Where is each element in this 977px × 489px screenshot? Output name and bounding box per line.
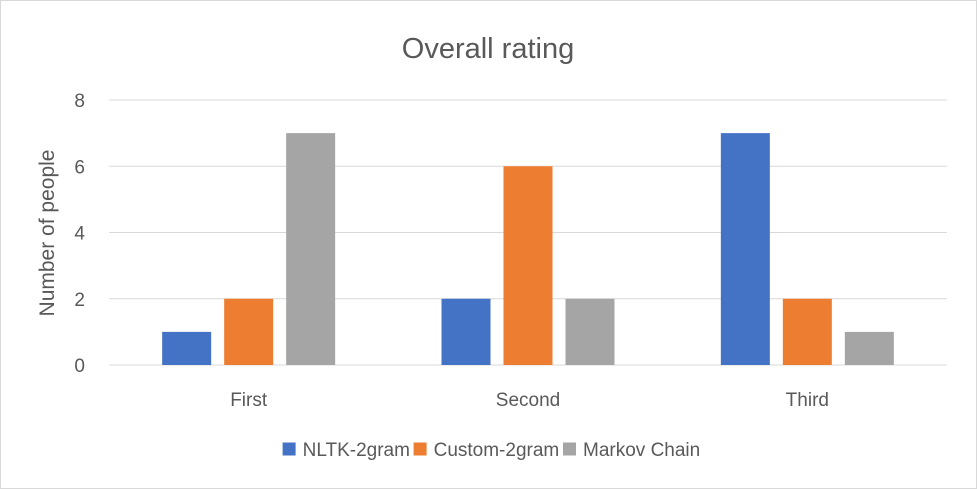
chart-title: Overall rating [402, 33, 574, 65]
bar-third-nltk-2gram [720, 133, 770, 365]
y-tick-label-2: 2 [74, 290, 85, 311]
y-tick-label-4: 4 [74, 224, 85, 245]
y-tick-label-0: 0 [74, 356, 85, 377]
legend: NLTK-2gram Custom-2gram Markov Chain [282, 440, 700, 461]
y-axis-label: Number of people [36, 150, 59, 317]
legend-label-markov-chain: Markov Chain [583, 440, 700, 461]
x-tick-label-second: Second [496, 390, 560, 411]
bar-third-markov-chain [844, 331, 894, 365]
bar-second-nltk-2gram [441, 298, 491, 365]
legend-label-custom-2gram: Custom-2gram [434, 440, 560, 461]
bar-second-custom-2gram [503, 166, 553, 365]
bar-first-custom-2gram [224, 298, 274, 365]
legend-swatch-nltk-2gram [282, 442, 296, 456]
legend-label-nltk-2gram: NLTK-2gram [303, 440, 410, 461]
y-tick-label-6: 6 [74, 157, 85, 178]
y-tick-labels: 0 2 4 6 8 [74, 91, 85, 377]
x-tick-labels: First Second Third [230, 390, 829, 411]
bar-first-markov-chain [286, 133, 336, 365]
bar-third-custom-2gram [782, 298, 832, 365]
x-tick-label-first: First [230, 390, 268, 411]
x-tick-label-third: Third [786, 390, 829, 411]
bars [162, 133, 894, 365]
legend-swatch-custom-2gram [413, 442, 427, 456]
bar-first-nltk-2gram [162, 331, 212, 365]
legend-swatch-markov-chain [563, 442, 576, 456]
bar-second-markov-chain [565, 298, 615, 365]
y-tick-label-8: 8 [74, 91, 85, 112]
